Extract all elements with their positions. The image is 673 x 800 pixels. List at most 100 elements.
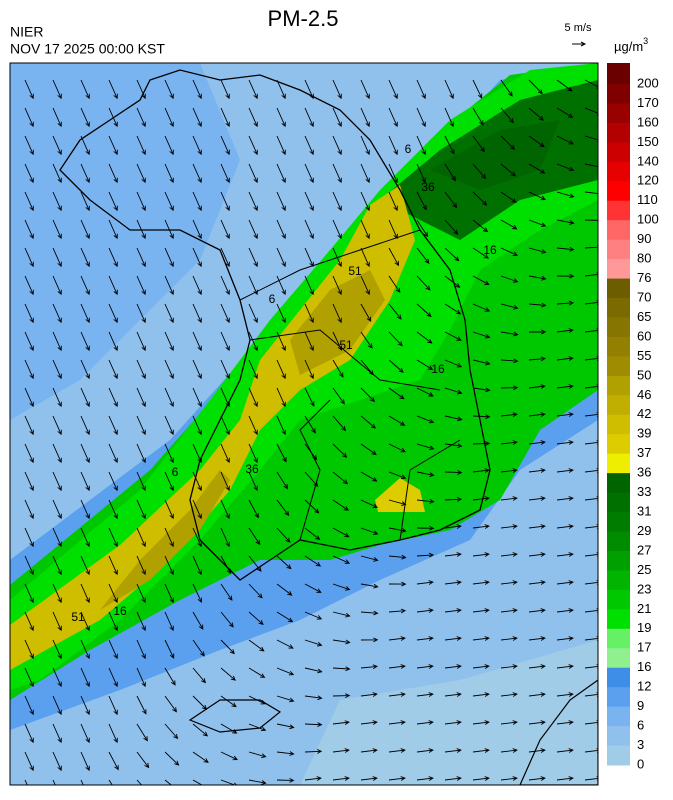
wind-arrow [528,219,547,227]
contour-label: 6 [405,142,412,156]
wind-arrow [444,470,463,475]
wind-arrow [80,443,90,464]
wind-arrow [136,583,146,604]
wind-arrow [52,247,62,268]
wind-arrow [164,387,174,408]
wind-arrow [164,107,174,128]
wind-arrow [500,720,518,725]
wind-arrow [220,639,235,655]
colorbar-segment [607,375,630,396]
wind-arrow [164,219,174,240]
wind-arrow [108,471,118,492]
colorbar-label: 12 [637,679,651,694]
colorbar-segment [607,531,630,552]
wind-arrow [444,275,461,288]
wind-arrow [360,527,379,535]
wind-arrow [304,667,323,674]
wind-arrow [444,79,454,100]
wind-arrow [360,555,379,562]
wind-arrow [24,79,34,100]
field-6to9 [10,63,240,420]
wind-arrow [360,748,378,753]
wind-arrow [528,580,546,585]
wind-arrow [220,303,230,324]
wind-arrow [528,748,546,753]
colorbar-label: 17 [637,640,651,655]
colorbar-label: 33 [637,484,651,499]
colorbar-segment [607,181,630,202]
wind-arrow [444,359,463,368]
wind-arrow [80,555,90,576]
colorbar-segment [607,259,630,280]
wind-arrow [192,331,202,352]
wind-arrow [584,720,598,725]
wind-arrow [444,387,463,395]
colorbar-label: 160 [637,114,659,129]
wind-arrow [220,471,230,492]
wind-arrow [192,247,202,268]
wind-arrow [192,611,204,630]
wind-arrow [80,387,90,408]
wind-arrow [528,191,546,201]
wind-arrow [276,359,286,380]
colorbar-segment [607,550,630,571]
wind-arrow [528,79,543,95]
wind-arrow [220,219,230,240]
wind-arrow [360,471,378,482]
wind-arrow [584,356,598,361]
wind-arrow [472,720,490,725]
boundaries [239,229,461,541]
wind-arrow [276,695,295,703]
wind-arrow [192,191,202,212]
wind-arrow [416,275,431,291]
wind-arrow [500,163,517,177]
title: PM-2.5 [268,6,339,31]
wind-arrow [52,79,62,100]
wind-arrow [164,639,175,659]
wind-arrow [108,583,118,604]
wind-arrow [584,217,598,223]
wind-arrow [528,302,547,308]
wind-arrow [136,191,146,212]
wind-arrow [52,471,62,492]
wind-arrow [192,723,209,737]
wind-arrow [528,636,546,641]
wind-arrow [248,387,258,408]
wind-arrow [528,163,546,174]
wind-arrow [584,135,598,143]
colorbar-label: 120 [637,173,659,188]
wind-arrow [556,246,575,252]
wind-arrow [52,667,62,688]
colorbar-label: 65 [637,309,651,324]
wind-arrow [416,163,426,184]
wind-arrow [304,471,319,487]
wind-arrow [556,219,575,225]
wind-arrow [444,664,462,669]
wind-arrow [584,272,598,277]
wind-arrow [556,328,574,333]
colorbar-segment [607,589,630,610]
wind-arrow [164,79,174,100]
contour-label: 16 [113,604,127,618]
wind-arrow [108,667,118,688]
wind-arrow [500,440,518,445]
field-darkest-green [430,120,560,190]
wind-arrow [472,359,491,366]
wind-arrow [192,387,202,408]
wind-arrow [528,468,546,473]
agency: NIER [10,24,43,40]
wind-arrow [248,723,267,732]
wind-arrow [304,443,318,461]
wind-arrow [136,667,146,688]
wind-arrow [80,79,90,100]
wind-arrow [108,555,118,576]
wind-arrow [80,527,90,548]
wind-arrow [192,555,202,576]
wind-arrow [500,107,514,124]
wind-arrow [192,471,202,492]
wind-arrow [52,779,56,785]
japan-coast [519,679,598,785]
wind-arrow [24,275,34,296]
wind-arrow [164,751,180,766]
wind-arrow [556,107,574,118]
